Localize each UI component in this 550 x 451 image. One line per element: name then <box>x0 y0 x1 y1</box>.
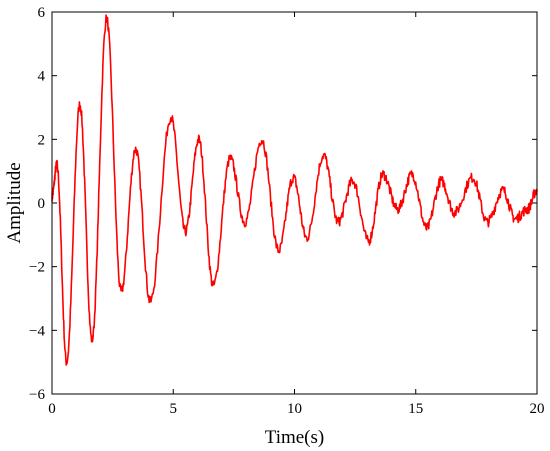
x-axis-label: Time(s) <box>265 427 324 448</box>
x-tick-label: 0 <box>48 401 56 417</box>
y-tick-label: −2 <box>29 260 45 276</box>
x-tick-label: 5 <box>170 401 178 417</box>
x-tick-label: 20 <box>530 401 545 417</box>
x-tick-label: 10 <box>287 401 302 417</box>
y-axis-label: Amplitude <box>4 162 25 243</box>
y-tick-label: −6 <box>29 387 45 403</box>
x-tick-label: 15 <box>408 401 423 417</box>
y-tick-label: −4 <box>29 323 45 339</box>
series-line <box>51 14 538 366</box>
y-axis-ticks: −6 −4 −2 0 2 4 6 <box>29 5 537 403</box>
y-tick-label: 4 <box>38 69 46 85</box>
y-tick-label: 2 <box>38 132 46 148</box>
x-axis-ticks: 0 5 10 15 20 <box>48 12 545 417</box>
y-tick-label: 6 <box>38 5 46 21</box>
plot-area <box>51 14 538 366</box>
y-tick-label: 0 <box>38 196 46 212</box>
plot-frame <box>51 11 538 395</box>
